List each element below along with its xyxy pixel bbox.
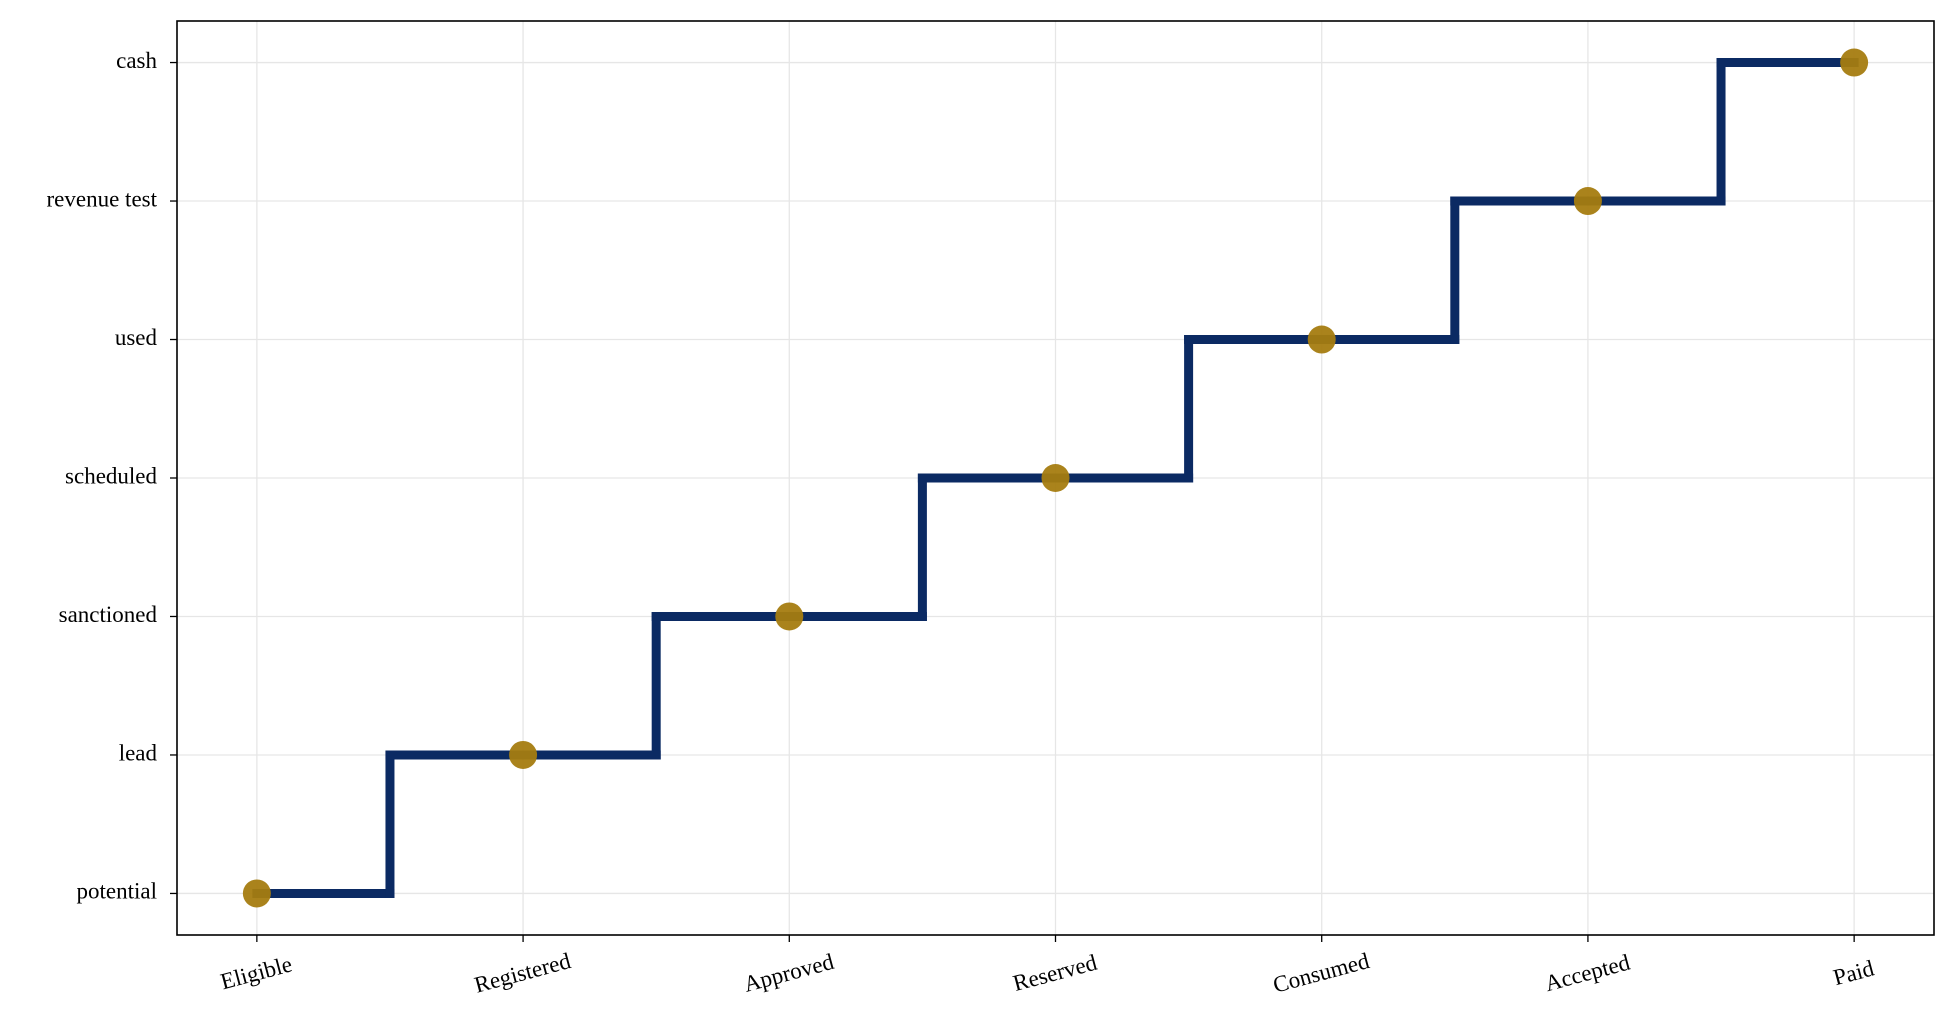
marker: [1307, 325, 1336, 354]
y-tick-label: lead: [119, 740, 158, 765]
x-tick-label: Consumed: [1270, 948, 1372, 998]
marker: [1840, 48, 1869, 77]
x-tick-label: Approved: [741, 949, 837, 997]
marker: [242, 879, 271, 908]
y-tick-label: revenue test: [47, 186, 158, 211]
x-tick-label: Paid: [1831, 955, 1877, 990]
x-tick-label: Eligible: [218, 951, 295, 994]
marker: [775, 602, 804, 631]
plot-frame: [176, 20, 1935, 936]
marker: [509, 740, 538, 769]
y-tick-label: scheduled: [65, 463, 157, 488]
y-tick-label: sanctioned: [59, 602, 158, 627]
y-tick-label: used: [115, 325, 158, 350]
marker: [1041, 464, 1070, 492]
y-tick-label: cash: [116, 48, 157, 73]
x-tick-label: Registered: [472, 948, 574, 998]
y-tick-label: potential: [77, 879, 157, 904]
marker: [1573, 187, 1602, 216]
x-tick-label: Reserved: [1010, 950, 1100, 996]
x-tick-label: Accepted: [1542, 949, 1633, 996]
